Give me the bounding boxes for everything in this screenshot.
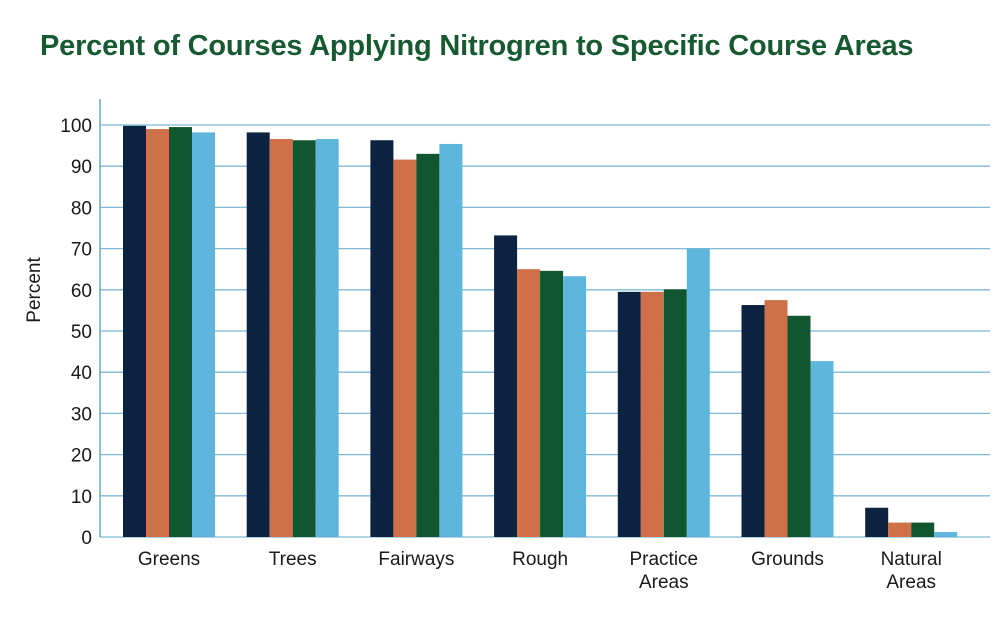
y-tick-label: 50 xyxy=(71,322,92,343)
bar xyxy=(315,139,339,537)
y-tick-label: 80 xyxy=(71,198,92,219)
y-tick-label: 0 xyxy=(81,528,92,549)
bar xyxy=(169,127,192,537)
bar xyxy=(663,289,687,537)
bar xyxy=(192,132,215,537)
x-axis-ticks: Greens Trees Fairways Rough Practice Areas Gro… xyxy=(138,549,942,593)
y-tick-label: 10 xyxy=(71,487,92,508)
bar xyxy=(617,291,641,537)
bar xyxy=(911,522,935,537)
bar xyxy=(517,269,541,537)
y-axis-title: Percent xyxy=(24,257,45,323)
bar xyxy=(741,305,765,537)
bar xyxy=(393,159,417,537)
y-axis-ticks: 0 10 20 30 40 50 60 70 80 90 100 xyxy=(60,116,92,549)
bar xyxy=(563,276,587,537)
bar xyxy=(764,300,788,537)
y-tick-label: 20 xyxy=(71,446,92,467)
bar xyxy=(888,522,912,537)
bar xyxy=(416,153,440,537)
bar xyxy=(787,315,811,537)
bar xyxy=(146,129,169,537)
y-tick-label: 70 xyxy=(71,240,92,261)
bar xyxy=(934,532,958,537)
y-tick-label: 40 xyxy=(71,363,92,384)
y-tick-label: 30 xyxy=(71,404,92,425)
bar xyxy=(540,270,564,537)
x-tick-label: Greens xyxy=(138,549,200,570)
bar xyxy=(494,235,518,537)
bar xyxy=(123,125,146,537)
bars xyxy=(123,125,958,537)
x-tick-label: Rough xyxy=(512,549,568,570)
bar xyxy=(640,291,664,537)
bar xyxy=(269,139,293,537)
x-tick-label: Trees xyxy=(269,549,317,570)
bar xyxy=(370,140,394,537)
bar xyxy=(246,132,270,537)
bar xyxy=(686,248,710,537)
x-tick-label: Practice Areas xyxy=(629,549,698,593)
bar xyxy=(439,143,463,537)
y-tick-label: 60 xyxy=(71,281,92,302)
bar xyxy=(865,507,889,537)
y-tick-label: 100 xyxy=(60,116,92,137)
bar xyxy=(810,361,834,537)
x-tick-label: Natural Areas xyxy=(881,549,942,593)
bar xyxy=(292,140,316,537)
x-tick-label: Grounds xyxy=(751,549,824,570)
x-tick-label: Fairways xyxy=(378,549,454,570)
y-tick-label: 90 xyxy=(71,157,92,178)
chart-title: Percent of Courses Applying Nitrogren to… xyxy=(40,30,914,62)
